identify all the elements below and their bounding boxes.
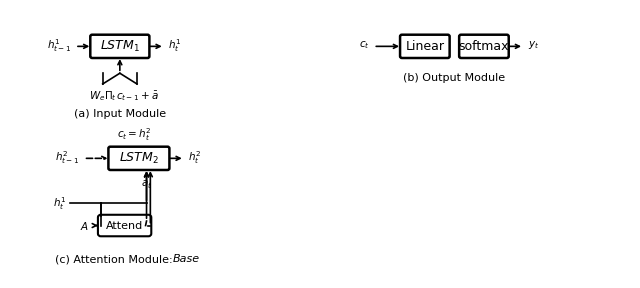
- FancyBboxPatch shape: [400, 35, 450, 58]
- Text: (b) Output Module: (b) Output Module: [403, 73, 506, 83]
- Text: $h^1_{t-1}$: $h^1_{t-1}$: [47, 37, 71, 54]
- Text: softmax: softmax: [459, 40, 509, 53]
- Text: Linear: Linear: [405, 40, 444, 53]
- FancyBboxPatch shape: [98, 215, 151, 236]
- Text: $c_t = h^2_t$: $c_t = h^2_t$: [116, 126, 152, 143]
- Text: $LSTM_2$: $LSTM_2$: [119, 151, 159, 166]
- Text: $h^2_{t-1}$: $h^2_{t-1}$: [56, 149, 80, 166]
- Text: Base: Base: [173, 254, 200, 264]
- Text: $h^1_t$: $h^1_t$: [53, 195, 67, 211]
- Text: $c_t$: $c_t$: [359, 39, 369, 51]
- FancyBboxPatch shape: [90, 35, 149, 58]
- FancyBboxPatch shape: [459, 35, 509, 58]
- Text: Attend: Attend: [106, 221, 143, 230]
- Text: $y_t$: $y_t$: [528, 39, 540, 52]
- Text: $h^1_t$: $h^1_t$: [168, 37, 182, 54]
- Text: $LSTM_1$: $LSTM_1$: [100, 39, 140, 54]
- Text: (c) Attention Module:: (c) Attention Module:: [54, 254, 175, 264]
- Text: $c_{t-1}+\bar{a}$: $c_{t-1}+\bar{a}$: [116, 89, 158, 103]
- FancyBboxPatch shape: [108, 147, 170, 170]
- Text: $\hat{a}_t$: $\hat{a}_t$: [141, 175, 152, 191]
- Text: (a) Input Module: (a) Input Module: [74, 109, 166, 119]
- Text: $W_e\Pi_t$: $W_e\Pi_t$: [89, 89, 116, 103]
- Text: $h^2_t$: $h^2_t$: [188, 149, 202, 166]
- Text: $A$: $A$: [81, 219, 90, 232]
